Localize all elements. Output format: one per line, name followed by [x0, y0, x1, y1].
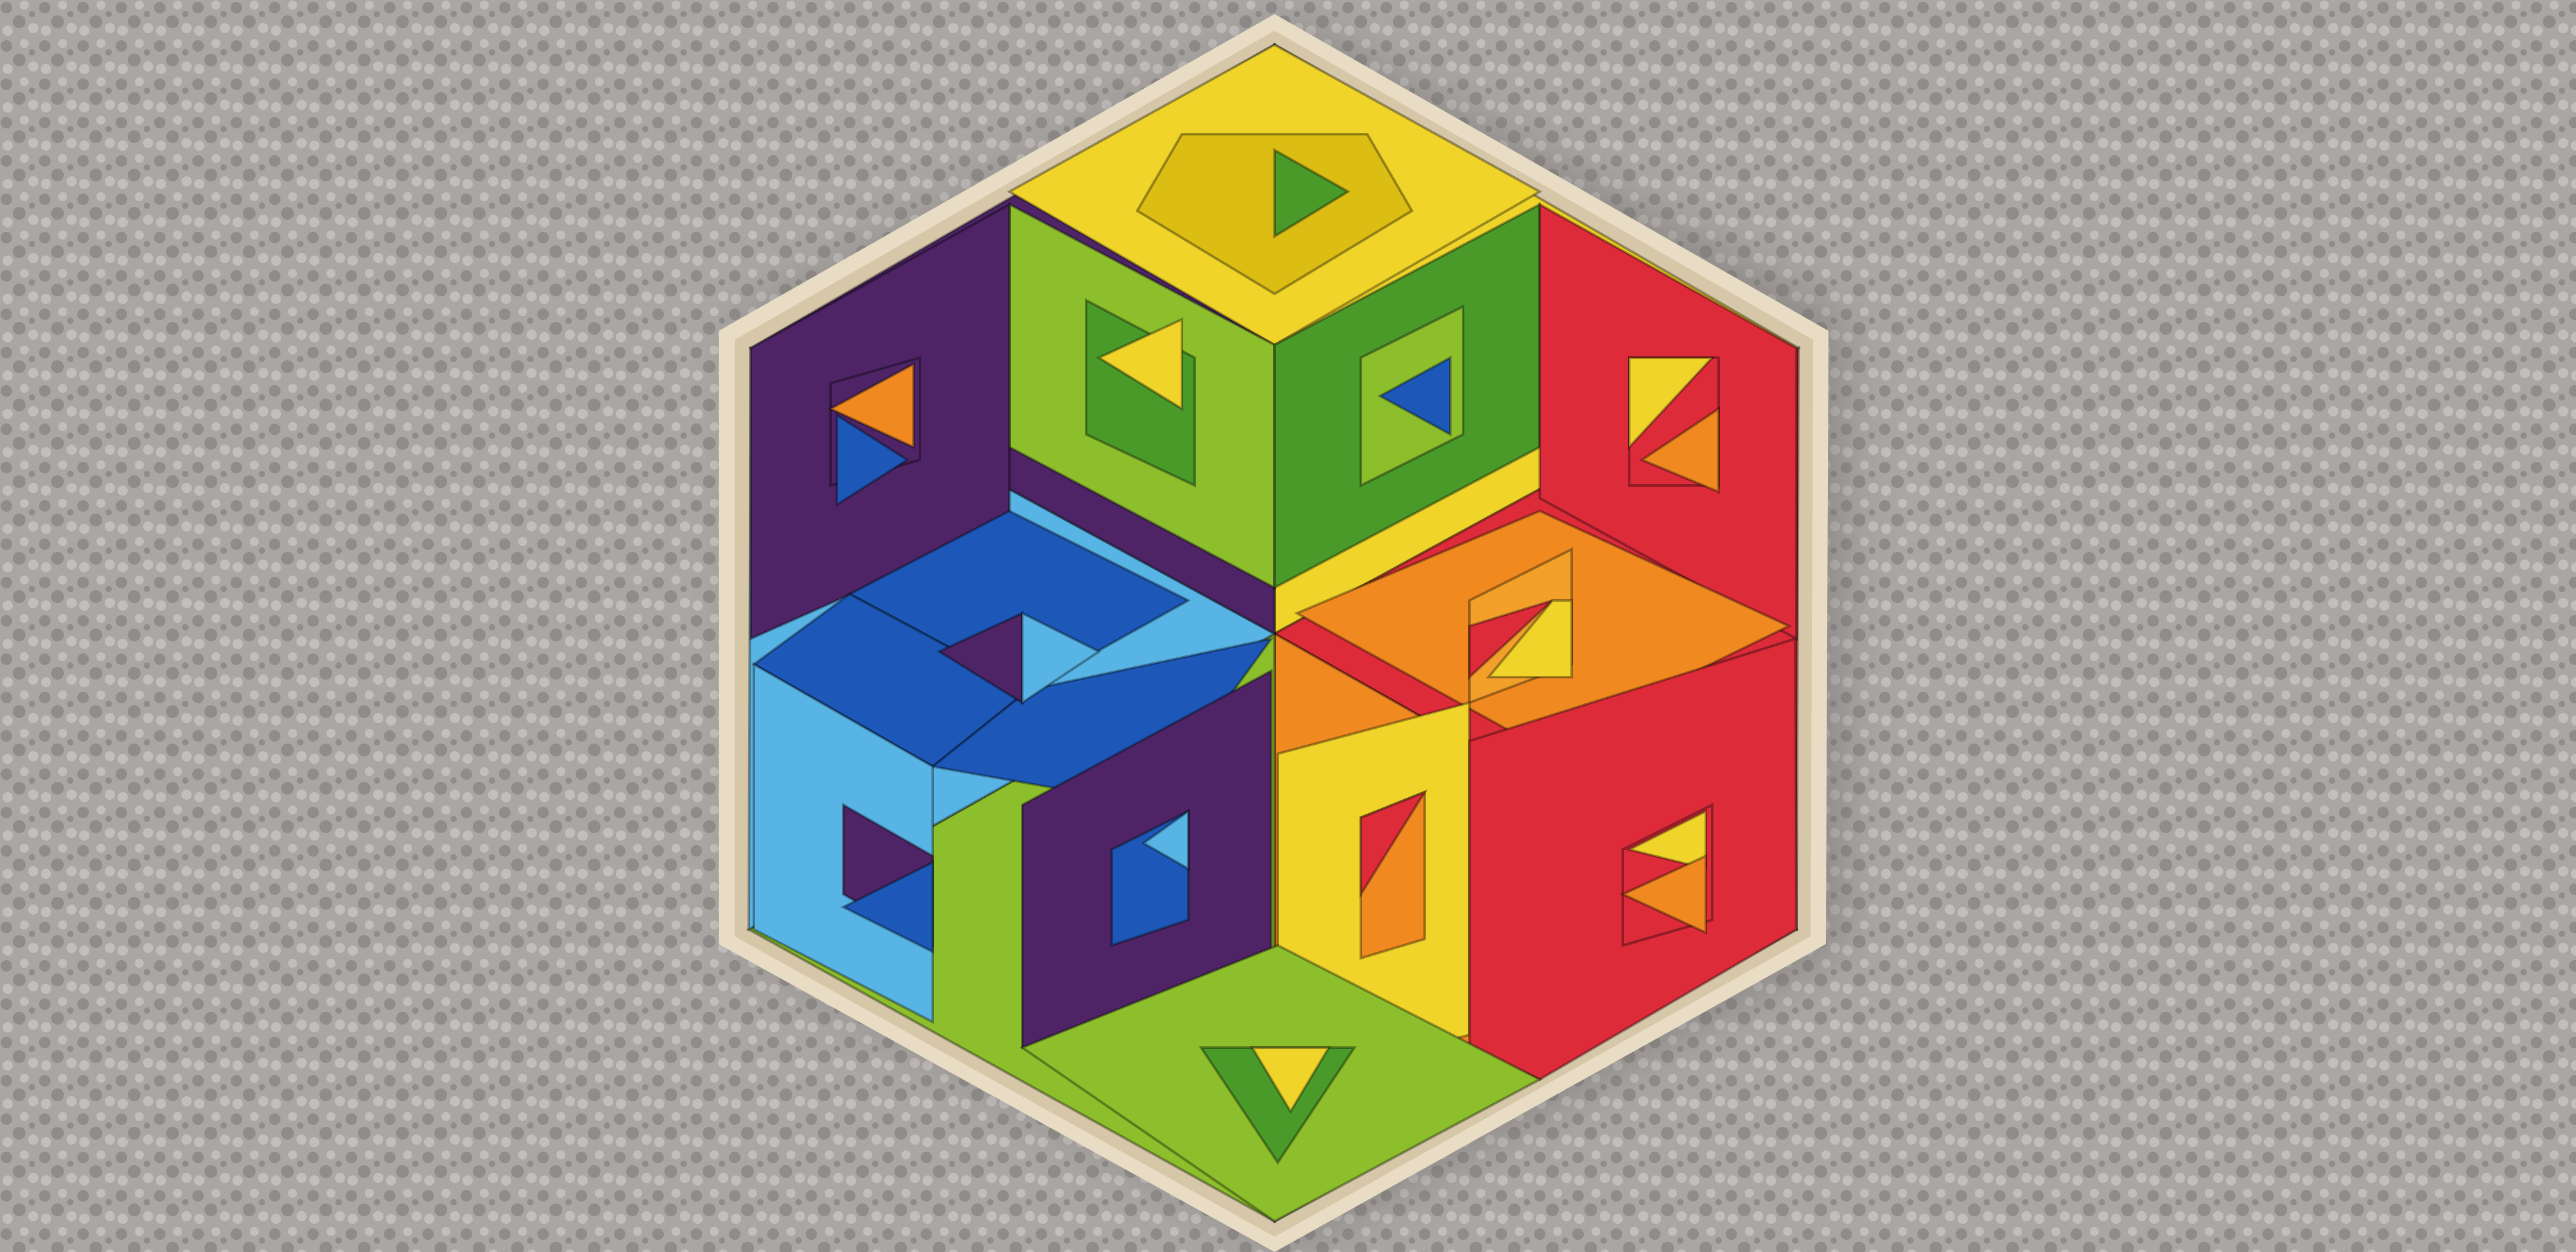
sky-triangle-blue	[1021, 611, 1101, 705]
green-triangle	[1273, 148, 1351, 239]
tile-mosaic	[746, 42, 1802, 1224]
blue-triangle	[1377, 355, 1452, 437]
blue-triangle-purple	[836, 413, 910, 507]
red-triangle-orange	[1468, 599, 1554, 680]
orange-triangle-purple	[827, 362, 915, 450]
yellow-triangle-red	[1628, 356, 1715, 451]
yellow-triangle-bottom	[1250, 1046, 1331, 1114]
blue-triangle-sky	[840, 860, 934, 954]
sky-triangle-purple	[1141, 809, 1190, 871]
orange-triangle-red	[1639, 406, 1720, 494]
yellow-triangle-red-lower	[1625, 809, 1707, 871]
orange-triangle-red-lower	[1620, 853, 1707, 935]
yellow-triangle-small	[1096, 317, 1183, 411]
yellow-triangle-orange	[1485, 599, 1573, 678]
red-triangle-yellow	[1360, 789, 1428, 899]
